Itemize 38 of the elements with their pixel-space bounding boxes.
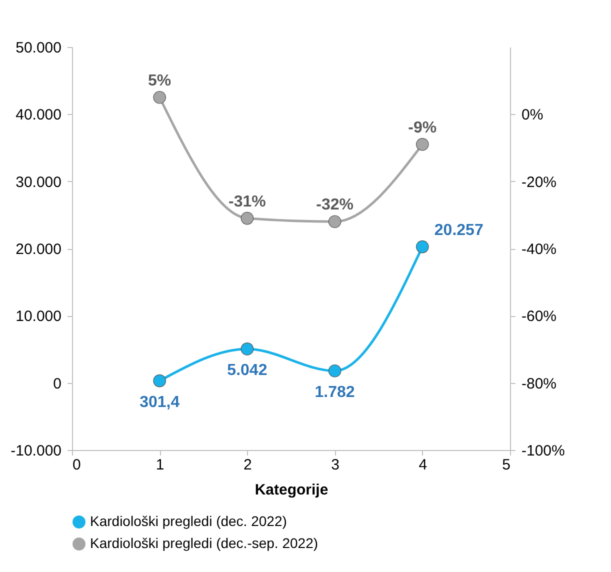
- y2-tick-label: -20%: [522, 174, 557, 191]
- y-tick-label: 30.000: [16, 174, 62, 191]
- x-tick-label: 0: [72, 456, 81, 474]
- point: [328, 364, 342, 378]
- point: [153, 374, 166, 388]
- point: [328, 215, 342, 228]
- data-label: 1.782: [314, 384, 355, 401]
- legend-label: Kardiološki pregledi (dec.-sep. 2022): [90, 535, 318, 551]
- data-label: 5%: [148, 72, 172, 90]
- y-tick-label: 50.000: [16, 40, 62, 56]
- data-label: 5.042: [227, 362, 268, 379]
- point: [416, 138, 429, 151]
- point: [240, 212, 254, 225]
- y2-tick-label: -60%: [522, 308, 557, 326]
- point: [416, 240, 429, 254]
- y2-tick-label: 0%: [522, 106, 544, 124]
- data-label: -32%: [316, 196, 354, 214]
- data-label: -31%: [228, 193, 266, 210]
- y-tick-label: -10.000: [10, 442, 62, 460]
- y2-tick-label: -100%: [522, 442, 565, 460]
- y-tick-label: 0: [53, 375, 62, 392]
- y-tick-label: 40.000: [16, 106, 62, 124]
- legend-label: Kardiološki pregledi (dec. 2022): [90, 513, 287, 529]
- x-tick-label: 5: [502, 456, 510, 474]
- x-tick-label: 4: [418, 456, 428, 474]
- x-tick-label: 1: [156, 456, 164, 474]
- x-tick-label: 3: [331, 456, 340, 474]
- x-tick-label: 2: [244, 456, 252, 474]
- point: [240, 342, 254, 356]
- x-axis-title: Kategorije: [254, 482, 328, 498]
- point: [153, 90, 166, 104]
- y-tick-label: 10.000: [16, 308, 62, 326]
- data-label: 301,4: [140, 394, 180, 411]
- y2-tick-label: -80%: [522, 375, 557, 392]
- y2-tick-label: -40%: [522, 241, 557, 258]
- data-label: 20.257: [434, 222, 484, 239]
- y-tick-label: 20.000: [16, 241, 62, 258]
- data-label: -9%: [408, 119, 437, 136]
